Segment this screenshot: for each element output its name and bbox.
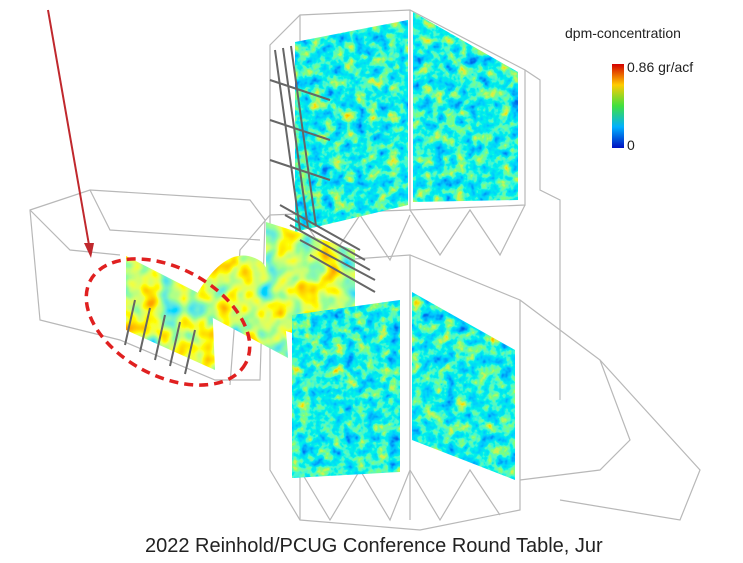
arrow-shaft [47,9,90,246]
legend: dpm-concentration 0.86 gr/acf 0 [565,25,693,153]
legend-title: dpm-concentration [565,25,681,41]
arrow-head [84,243,94,258]
legend-max-label: 0.86 gr/acf [627,59,693,75]
concentration-panels [126,12,518,480]
injector-rods [124,45,376,375]
annotation [47,9,252,387]
panel [412,292,515,480]
panel [126,256,215,370]
legend-min-label: 0 [627,137,635,153]
caption: 2022 Reinhold/PCUG Conference Round Tabl… [145,535,603,557]
panel [295,20,408,232]
colorbar [612,64,624,148]
panel [198,255,288,358]
panel [292,300,400,478]
panel [413,12,518,202]
highlight-ellipse [84,257,252,387]
